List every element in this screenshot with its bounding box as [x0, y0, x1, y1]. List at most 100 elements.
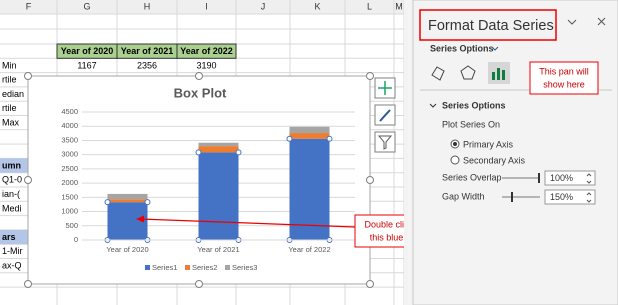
year-header-cell[interactable] [176, 43, 237, 59]
legend-swatch [145, 265, 150, 270]
overlap-thumb[interactable] [538, 173, 540, 183]
section-toggle[interactable] [429, 103, 437, 108]
y-tick-label: 4500 [61, 107, 78, 116]
plus-icon [378, 81, 392, 95]
gap-thumb[interactable] [511, 192, 513, 202]
title-highlight [419, 9, 557, 41]
column-header[interactable]: I [205, 1, 208, 11]
column-header[interactable]: H [144, 1, 151, 11]
row-header-cell[interactable] [0, 229, 28, 245]
column-header[interactable]: K [314, 1, 320, 11]
min-value[interactable]: 3190 [196, 60, 216, 70]
column-header[interactable]: J [261, 1, 266, 11]
annotation-arrow [139, 218, 356, 228]
radio-secondary[interactable] [450, 155, 460, 165]
y-tick-label: 0 [74, 235, 78, 244]
filter-icon [377, 135, 393, 150]
secondary-axis-label[interactable]: Secondary Axis [463, 155, 526, 165]
selection-handle [195, 149, 202, 156]
bar-segment[interactable] [198, 152, 239, 240]
row-header-cell[interactable] [0, 158, 28, 173]
row-label[interactable]: ars [2, 232, 16, 242]
column-header[interactable]: F [26, 1, 32, 11]
row-label[interactable]: Max [2, 118, 20, 128]
column-header[interactable]: M [395, 1, 403, 11]
legend-label[interactable]: Series2 [192, 263, 217, 272]
gap-label: Gap Width [442, 191, 485, 201]
legend-label[interactable]: Series1 [152, 263, 177, 272]
bar-segment[interactable] [289, 126, 330, 134]
annotation-line: Double click on [364, 219, 425, 229]
row-label[interactable]: umn [2, 160, 21, 170]
bar-segment[interactable] [107, 193, 148, 200]
overlap-label: Series Overlap [442, 172, 502, 182]
chart-buttons [374, 77, 396, 153]
brush-icon [379, 109, 391, 122]
row-label[interactable]: rtile [2, 103, 17, 113]
year-header: Year of 2022 [180, 46, 233, 56]
row-label[interactable]: rtile [2, 75, 17, 85]
spinner[interactable] [586, 173, 592, 184]
selection-handle [144, 199, 151, 206]
radio-dot [453, 142, 457, 146]
x-tick-label: Year of 2022 [288, 245, 330, 254]
scrollbar [404, 0, 414, 305]
y-tick-label: 3500 [61, 135, 78, 144]
arrow-head [136, 215, 144, 223]
row-label[interactable]: ax-Q [2, 261, 22, 271]
chart-title: Box Plot [174, 85, 227, 100]
row-label[interactable]: Medi [2, 203, 22, 213]
overlap-input[interactable] [544, 170, 596, 186]
row-label[interactable]: 1-Mir [2, 246, 23, 256]
year-header: Year of 2021 [121, 46, 174, 56]
y-tick-label: 500 [65, 221, 78, 230]
column-header[interactable]: G [83, 1, 90, 11]
bar-segment[interactable] [289, 138, 330, 240]
panel-menu[interactable] [567, 19, 577, 25]
min-value[interactable]: 2356 [137, 60, 157, 70]
chart-handles [24, 72, 374, 288]
tab-dropdown[interactable] [491, 46, 499, 51]
bar-segment[interactable] [198, 146, 239, 153]
row-label[interactable]: ian-( [2, 189, 20, 199]
y-tick-label: 2500 [61, 164, 78, 173]
y-tick-label: 2000 [61, 178, 78, 187]
column-header-bar [0, 0, 404, 14]
chart: Box Plot 0 500 1000 1500 2000 2500 3000 3500 400… [61, 85, 355, 272]
primary-axis-label[interactable]: Primary Axis [463, 139, 514, 149]
panel-title: Format Data Series [428, 18, 554, 34]
legend-label[interactable]: Series3 [232, 263, 257, 272]
overlap-value[interactable]: 100% [550, 173, 573, 183]
spinner[interactable] [586, 192, 592, 203]
effects-icon[interactable] [460, 65, 476, 80]
row-label[interactable]: Min [2, 60, 17, 70]
panel-callout-box [529, 61, 599, 95]
y-tick-label: 3000 [61, 150, 78, 159]
bar-segment[interactable] [107, 199, 148, 203]
bar-segment[interactable] [289, 133, 330, 139]
x-tick-label: Year of 2020 [106, 245, 148, 254]
column-header[interactable]: L [367, 1, 372, 11]
y-tick-label: 1500 [61, 192, 78, 201]
row-label[interactable]: edian [2, 89, 24, 99]
section-title[interactable]: Series Options [442, 100, 506, 110]
selection-handle [235, 149, 242, 156]
y-tick-label: 1000 [61, 207, 78, 216]
gap-value[interactable]: 150% [550, 192, 573, 202]
legend-swatch [185, 265, 190, 270]
format-panel: Format Data Series Series Options This p… [404, 0, 618, 305]
gap-input[interactable] [544, 189, 596, 205]
panel-tab[interactable]: Series Options [430, 43, 494, 53]
fill-icon[interactable] [431, 66, 445, 81]
series-options-icon [492, 68, 505, 80]
plot-on-label: Plot Series On [442, 119, 500, 129]
bar-segment[interactable] [198, 142, 239, 147]
legend-swatch [225, 265, 230, 270]
panel-bg [412, 0, 618, 305]
panel-close[interactable] [597, 17, 606, 26]
min-value[interactable]: 1167 [77, 60, 96, 70]
panel-callout: show here [543, 79, 585, 89]
row-label[interactable]: Q1-0 [2, 175, 22, 185]
annotation-line: this blue box [370, 232, 421, 242]
